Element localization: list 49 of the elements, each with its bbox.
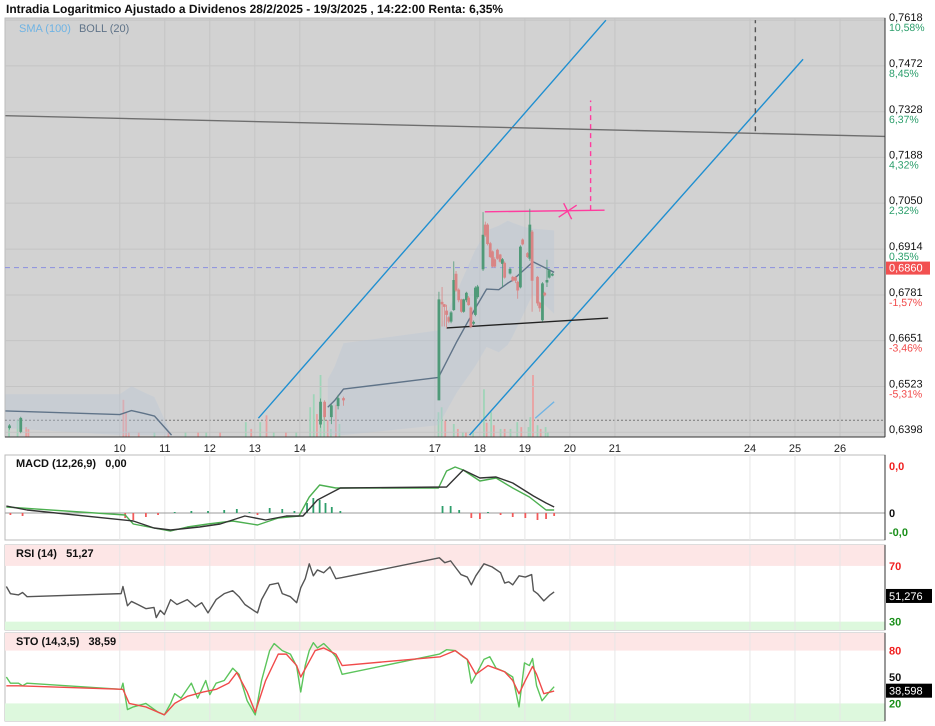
y-tick-label: 0,0 <box>889 461 904 473</box>
text: 6,37% <box>889 114 919 126</box>
y-tick-label: 0,6914 <box>889 241 923 254</box>
y-tick-label: 50 <box>889 672 902 684</box>
y-tick-label: 0,7328 <box>889 104 923 116</box>
y-tick-label: 30 <box>889 616 902 629</box>
x-tick-label: 10 <box>114 443 126 455</box>
text: 0,35% <box>889 251 919 264</box>
text: -5,31% <box>889 388 922 401</box>
x-tick-label: 25 <box>788 443 802 455</box>
text: -1,57% <box>889 296 922 309</box>
y-tick-label: 0,7618 <box>889 12 923 24</box>
text: -3,46% <box>889 342 922 355</box>
x-tick-label: 18 <box>474 443 486 455</box>
chart-title: STO (14,3,5) 38,59 <box>16 636 116 648</box>
text: 8,45% <box>889 68 919 80</box>
x-tick-label: 20 <box>564 443 576 455</box>
y-tick-label: -0,0 <box>889 527 908 539</box>
text: SMA (100) <box>19 23 71 35</box>
text: 4,32% <box>889 159 919 172</box>
y-tick-label: 70 <box>889 560 902 573</box>
x-tick-label: 11 <box>159 443 171 455</box>
x-tick-label: 12 <box>204 443 216 455</box>
text: 10,58% <box>889 22 925 34</box>
y-tick-label: 0,6651 <box>889 332 923 345</box>
y-tick-label: 80 <box>889 646 902 658</box>
text: BOLL (20) <box>78 23 130 35</box>
y-tick-label: 0 <box>889 508 896 520</box>
text: 51,276 <box>889 590 923 603</box>
y-tick-label: 0,7472 <box>889 58 923 70</box>
chart-title: RSI (14) 51,27 <box>16 548 94 560</box>
x-tick-label: 17 <box>428 443 441 455</box>
y-tick-label: 0,6781 <box>889 286 923 299</box>
y-tick-label: 0,6523 <box>889 378 923 391</box>
text: 38,598 <box>889 686 923 698</box>
chart-title: Intradia Logaritmico Ajustado a Dividenos 28/2/2025 - 19/3/2025 , 14:22:00 Renta: 6,35% <box>6 2 504 16</box>
x-tick-label: 13 <box>248 443 261 455</box>
y-tick-label: 0,6398 <box>889 424 923 436</box>
y-tick-label: 0,7188 <box>889 149 923 162</box>
y-tick-label: 0,7050 <box>889 195 923 208</box>
x-tick-label: 21 <box>608 443 622 455</box>
x-tick-label: 14 <box>294 443 306 455</box>
x-tick-label: 24 <box>744 443 756 455</box>
text: 2,32% <box>889 205 919 218</box>
x-tick-label: 19 <box>518 443 532 455</box>
chart-title: MACD (12,26,9) 0,00 <box>16 458 127 470</box>
y-tick-label: 20 <box>889 698 902 710</box>
ref-line-label: 0,6860 <box>889 262 923 275</box>
x-tick-label: 26 <box>834 443 846 455</box>
